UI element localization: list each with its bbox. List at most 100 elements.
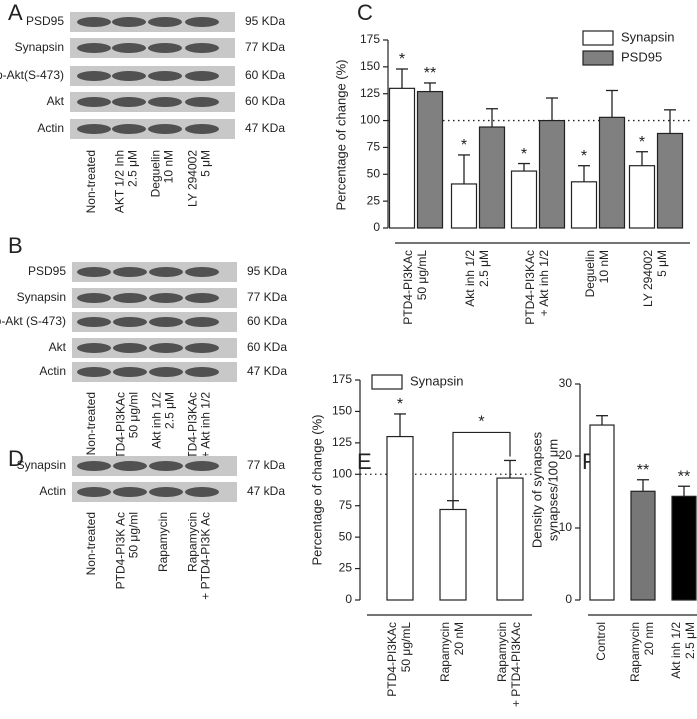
- significance: **: [678, 468, 690, 485]
- blot-row-label: Synapsin: [15, 40, 64, 54]
- blot-row-label: Actin: [39, 364, 66, 378]
- legend-swatch: [582, 50, 614, 66]
- significance: **: [637, 462, 649, 479]
- blot-row-label: p-Akt(S-473): [0, 68, 64, 82]
- lane-label: Rapamycin: [186, 512, 200, 572]
- legend-swatch: [582, 30, 614, 46]
- x-tick-label: LY 294002: [641, 250, 655, 307]
- y-tick-label: 0: [565, 592, 572, 606]
- blot-size-label: 95 KDa: [245, 14, 285, 28]
- bar: [656, 132, 684, 229]
- blot-band: [148, 17, 182, 27]
- blot-size-label: 47 KDa: [247, 364, 287, 378]
- bar: [538, 119, 566, 229]
- y-tick-label: 125: [360, 86, 380, 100]
- blot-row-label: Akt: [49, 340, 67, 354]
- x-tick-label: Deguelin: [583, 250, 597, 297]
- lane-label: Akt inh 1/2: [150, 392, 164, 449]
- bar: [388, 87, 416, 229]
- x-tick-label: 2.5 μM: [477, 250, 491, 287]
- blot-band: [77, 461, 111, 471]
- x-tick-label: 20 nM: [452, 622, 466, 655]
- significance: *: [521, 146, 527, 163]
- x-tick-label: 50 μg/mL: [415, 250, 429, 301]
- blot-band: [185, 317, 219, 327]
- significance: *: [581, 148, 587, 165]
- y-tick-label: 20: [559, 448, 573, 462]
- blot-band: [112, 43, 146, 53]
- lane-label: + Akt inh 1/2: [199, 392, 213, 459]
- lane-label: 50 μg/ml: [127, 392, 141, 438]
- lane-label: PTD4-PI3KAc: [186, 392, 200, 467]
- blot-band: [113, 343, 147, 353]
- blot-band: [77, 267, 111, 277]
- blot-band: [113, 293, 147, 303]
- lane-label: 5 μM: [199, 150, 213, 177]
- blot-size-label: 77 kDa: [247, 458, 285, 472]
- blot-size-label: 47 kDa: [247, 484, 285, 498]
- blot-band: [77, 367, 111, 377]
- blot-row-label: PSD95: [28, 264, 66, 278]
- panel-label: A: [8, 0, 23, 25]
- y-tick-label: 100: [360, 113, 380, 127]
- blot-band: [149, 317, 183, 327]
- blot-band: [149, 267, 183, 277]
- bracket: [452, 431, 511, 508]
- blot-band: [185, 97, 219, 107]
- bar: [386, 435, 414, 601]
- y-tick-label: 30: [559, 376, 573, 390]
- x-tick-label: + PTD4-PI3KAc: [509, 622, 523, 707]
- significance: *: [639, 134, 645, 151]
- blot-band: [148, 124, 182, 134]
- x-tick-label: Rapamycin: [438, 622, 452, 682]
- significance: *: [397, 396, 403, 413]
- y-tick-label: 150: [360, 59, 380, 73]
- significance: *: [399, 51, 405, 68]
- blot-band: [185, 17, 219, 27]
- blot-band: [149, 461, 183, 471]
- blot-band: [77, 71, 111, 81]
- blot-row-label: Actin: [39, 484, 66, 498]
- lane-label: PTD4-PI3KAc: [114, 392, 128, 467]
- panel-label: C: [357, 0, 373, 25]
- blot-band: [148, 43, 182, 53]
- lane-label: AKT 1/2 Inh: [113, 150, 127, 213]
- blot-band: [77, 43, 111, 53]
- bar: [598, 116, 626, 229]
- lane-label: 2.5 μM: [163, 392, 177, 429]
- lane-label: LY 294002: [186, 150, 200, 207]
- blot-band: [185, 71, 219, 81]
- blot-size-label: 77 KDa: [245, 40, 285, 54]
- blot-size-label: 47 KDa: [245, 121, 285, 135]
- y-tick-label: 175: [332, 372, 352, 386]
- blot-size-label: 60 KDa: [247, 314, 287, 328]
- x-tick-label: 50 μg/mL: [399, 622, 413, 673]
- bracket-label: *: [478, 414, 484, 431]
- bar: [671, 495, 697, 601]
- lane-label: 2.5 μM: [126, 150, 140, 187]
- y-tick-label: 0: [373, 220, 380, 234]
- x-tick-label: 10 nM: [597, 250, 611, 283]
- lane-label: + PTD4-PI3K Ac: [199, 512, 213, 600]
- lane-label: 10 nM: [162, 150, 176, 183]
- lane-label: Non-treated: [84, 392, 98, 455]
- blot-band: [112, 97, 146, 107]
- x-tick-label: Akt inh 1/2: [463, 250, 477, 307]
- blot-band: [77, 487, 111, 497]
- blot-band: [185, 293, 219, 303]
- bar: [496, 477, 524, 601]
- y-tick-label: 75: [339, 498, 353, 512]
- y-tick-label: 75: [367, 140, 381, 154]
- panel-label: E: [357, 449, 372, 474]
- bar: [510, 170, 538, 229]
- blot-band: [149, 487, 183, 497]
- y-tick-label: 125: [332, 435, 352, 449]
- blot-band: [185, 367, 219, 377]
- blot-band: [112, 71, 146, 81]
- blot-band: [113, 367, 147, 377]
- panel-label: B: [8, 233, 23, 258]
- y-tick-label: 0: [345, 592, 352, 606]
- blot-band: [185, 343, 219, 353]
- x-tick-label: Akt inh 1/2: [669, 622, 683, 679]
- lane-label: PTD4-PI3K Ac: [114, 512, 128, 589]
